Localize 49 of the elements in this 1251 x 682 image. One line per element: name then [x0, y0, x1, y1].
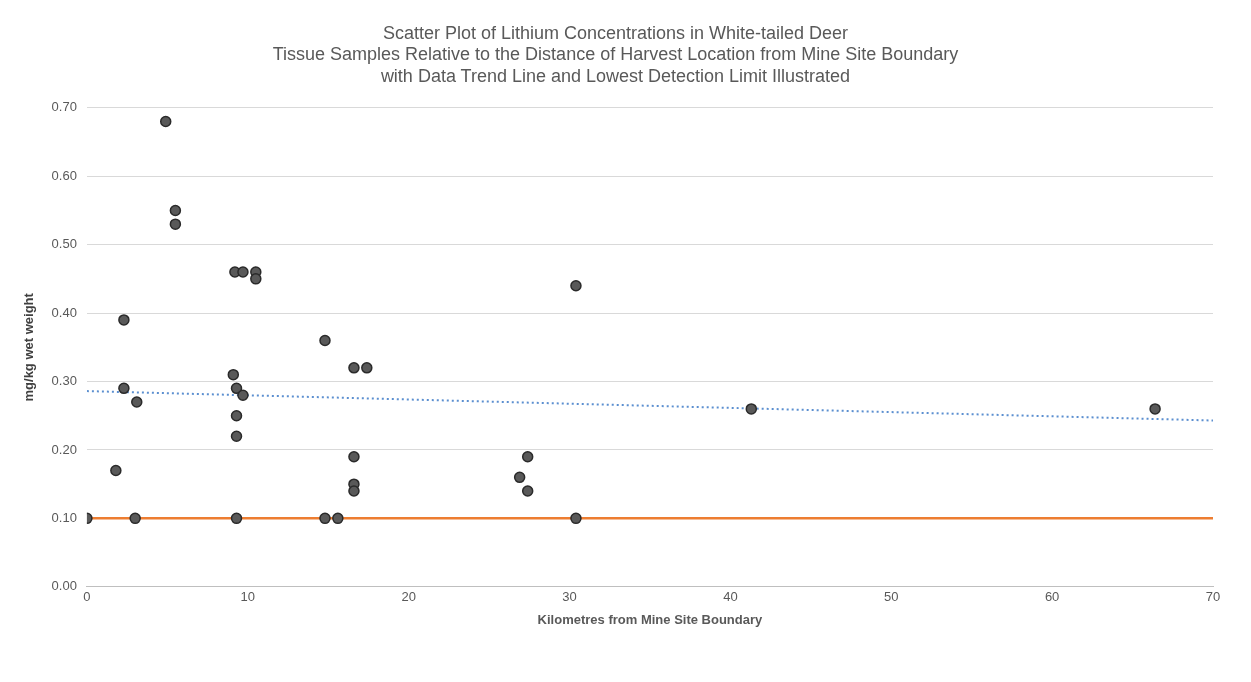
point [129, 512, 141, 525]
point [169, 218, 182, 230]
y-tick-label: 0.60 [51, 167, 77, 183]
point [319, 512, 331, 525]
x-tick-label: 50 [884, 589, 899, 605]
point [237, 389, 249, 401]
point [319, 334, 331, 347]
point [230, 382, 243, 395]
x-tick-label: 70 [1205, 589, 1221, 605]
x-axis-title: Kilometres from Mine Site Boundary [537, 611, 764, 627]
point [1149, 403, 1161, 415]
y-tick-label: 0.20 [51, 441, 77, 457]
point [230, 512, 243, 525]
point [521, 451, 534, 463]
point [348, 451, 360, 463]
y-axis-title: mg/kg wet weight [21, 292, 37, 402]
point [332, 512, 344, 525]
point [131, 396, 143, 408]
x-tick-label: 40 [723, 589, 738, 605]
point [118, 382, 130, 395]
point [348, 362, 360, 374]
point [348, 485, 360, 497]
point [361, 362, 373, 374]
point [118, 314, 130, 326]
point [227, 368, 240, 381]
y-tick-label: 0.40 [51, 304, 77, 320]
point [237, 266, 249, 278]
y-tick-label: 0.70 [51, 99, 77, 115]
point [169, 204, 182, 217]
point [513, 471, 526, 484]
y-tick-label: 0.00 [51, 578, 77, 594]
point [230, 430, 243, 443]
x-tick-label: 10 [240, 589, 256, 605]
y-tick-label: 0.10 [51, 509, 77, 525]
point [250, 273, 262, 285]
x-tick-label: 20 [401, 589, 416, 605]
point [230, 409, 243, 422]
chart-title: Scatter Plot of Lithium Concentrations in White-tailed Deer Tissue Samples Relative to the Distance of Harvest Location from Mine Site Boundary with Data Trend Line and Lowest Detection Limit Illustrated [272, 22, 959, 86]
point [570, 279, 582, 292]
point [570, 512, 582, 525]
x-tick-label: 30 [562, 589, 577, 605]
x-tick-label: 60 [1044, 589, 1060, 605]
y-tick-label: 0.30 [51, 373, 77, 389]
y-tick-label: 0.50 [51, 236, 77, 252]
point [110, 464, 122, 477]
x-tick-label: 0 [83, 589, 91, 605]
point [159, 115, 172, 128]
point [745, 403, 758, 415]
point [521, 485, 534, 497]
